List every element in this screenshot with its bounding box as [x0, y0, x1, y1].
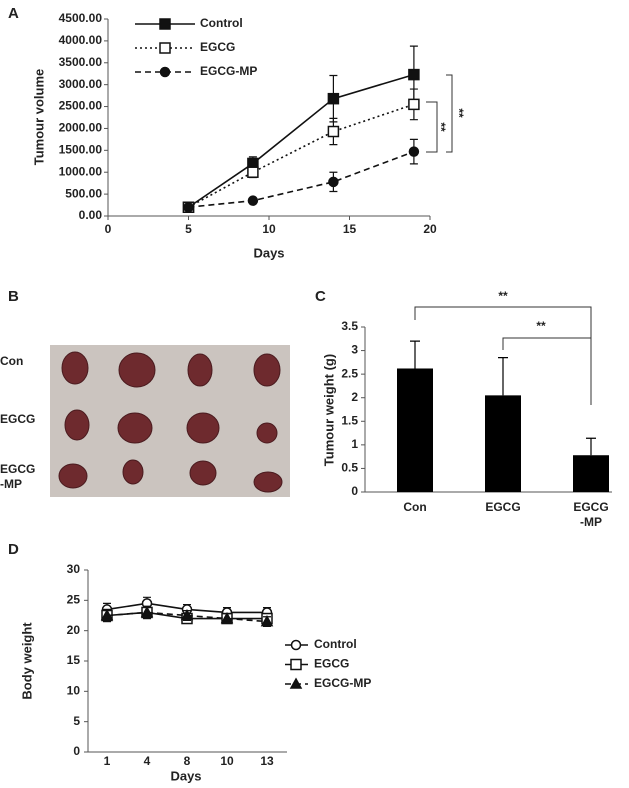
x-tick-label: 10 [220, 754, 234, 768]
marker [328, 176, 339, 188]
tumour-photo [50, 345, 290, 497]
y-tick-label: 0 [73, 744, 80, 758]
photo-background [50, 345, 290, 497]
row-label: Con [0, 354, 23, 368]
significance-label: ** [452, 108, 466, 118]
error-bar [586, 437, 596, 456]
error-bar [498, 357, 508, 396]
x-axis-title: Days [170, 768, 201, 783]
y-tick-label: 1 [351, 437, 358, 451]
tumours [58, 351, 283, 493]
significance-bracket [446, 74, 453, 153]
legend-label: EGCG-MP [200, 64, 257, 78]
marker [159, 18, 171, 30]
y-tick-label: 3000.00 [59, 77, 103, 91]
x-tick-label: 5 [185, 222, 192, 236]
y-tick-label: 2 [351, 390, 358, 404]
series-line [188, 73, 415, 208]
y-tick-label: 0.5 [341, 461, 358, 475]
panel-letter: A [8, 5, 19, 22]
y-axis-title: Tumour volume [31, 69, 46, 166]
legend-label: EGCG [200, 40, 235, 54]
marker [159, 66, 171, 78]
y-tick-label: 0.00 [79, 208, 103, 222]
panel-letter: B [8, 288, 19, 305]
x-tick-label: 13 [260, 754, 274, 768]
marker [289, 677, 303, 689]
legend-label: Control [200, 16, 243, 30]
y-tick-label: 1500.00 [59, 143, 103, 157]
x-tick-label: 0 [105, 222, 112, 236]
x-tick-label: 20 [423, 222, 437, 236]
marker [290, 639, 302, 651]
x-tick-label: EGCG -MP [573, 500, 608, 529]
y-tick-label: 2.5 [341, 366, 358, 380]
y-tick-label: 1000.00 [59, 164, 103, 178]
marker [159, 42, 171, 54]
y-tick-label: 25 [67, 593, 81, 607]
marker [180, 608, 194, 621]
error-bar [410, 340, 420, 369]
x-tick-label: 15 [343, 222, 357, 236]
x-tick-label: 1 [104, 754, 111, 768]
y-tick-label: 3500.00 [59, 55, 103, 69]
significance-bracket [502, 337, 592, 405]
marker [290, 658, 302, 671]
row-label: EGCG [0, 412, 35, 426]
significance-label: ** [498, 289, 508, 303]
marker [140, 605, 154, 618]
bar [485, 395, 521, 492]
y-axis-title: Tumour weight (g) [321, 354, 336, 466]
y-tick-label: 20 [67, 623, 81, 637]
y-tick-label: 30 [67, 562, 81, 576]
y-tick-label: 4000.00 [59, 33, 103, 47]
y-tick-label: 15 [67, 653, 81, 667]
y-tick-label: 500.00 [65, 186, 102, 200]
significance-bracket [426, 101, 438, 153]
marker [220, 611, 234, 624]
x-tick-label: 4 [144, 754, 151, 768]
y-axis-title: Body weight [19, 622, 34, 700]
legend-label: EGCG [314, 657, 349, 671]
series-line [188, 150, 415, 209]
bar [397, 368, 433, 492]
panel-letter: D [8, 541, 19, 558]
row-label: EGCG -MP [0, 462, 35, 491]
significance-label: ** [536, 319, 546, 333]
marker [408, 98, 420, 111]
bar [573, 455, 609, 492]
panel-letter: C [315, 288, 326, 305]
series-line [188, 103, 415, 208]
legend-label: Control [314, 637, 357, 651]
marker [327, 125, 340, 138]
marker [408, 68, 420, 81]
marker [100, 608, 114, 621]
x-tick-label: 10 [262, 222, 276, 236]
marker [183, 201, 194, 213]
y-tick-label: 2500.00 [59, 99, 103, 113]
x-axis-title: Days [253, 245, 284, 260]
y-tick-label: 10 [67, 684, 81, 698]
y-tick-label: 3.5 [341, 319, 358, 333]
marker [327, 92, 340, 105]
x-tick-label: EGCG [485, 500, 520, 514]
x-tick-label: 8 [184, 754, 191, 768]
marker [247, 166, 259, 178]
marker [247, 195, 259, 206]
y-tick-label: 5 [73, 714, 80, 728]
y-tick-label: 1.5 [341, 413, 358, 427]
y-tick-label: 3 [351, 343, 358, 357]
y-tick-label: 0 [351, 484, 358, 498]
x-tick-label: Con [403, 500, 426, 514]
marker [408, 146, 420, 157]
legend-label: EGCG-MP [314, 676, 371, 690]
significance-label: ** [434, 122, 448, 132]
marker [260, 615, 274, 627]
y-tick-label: 4500.00 [59, 11, 103, 25]
y-tick-label: 2000.00 [59, 121, 103, 135]
